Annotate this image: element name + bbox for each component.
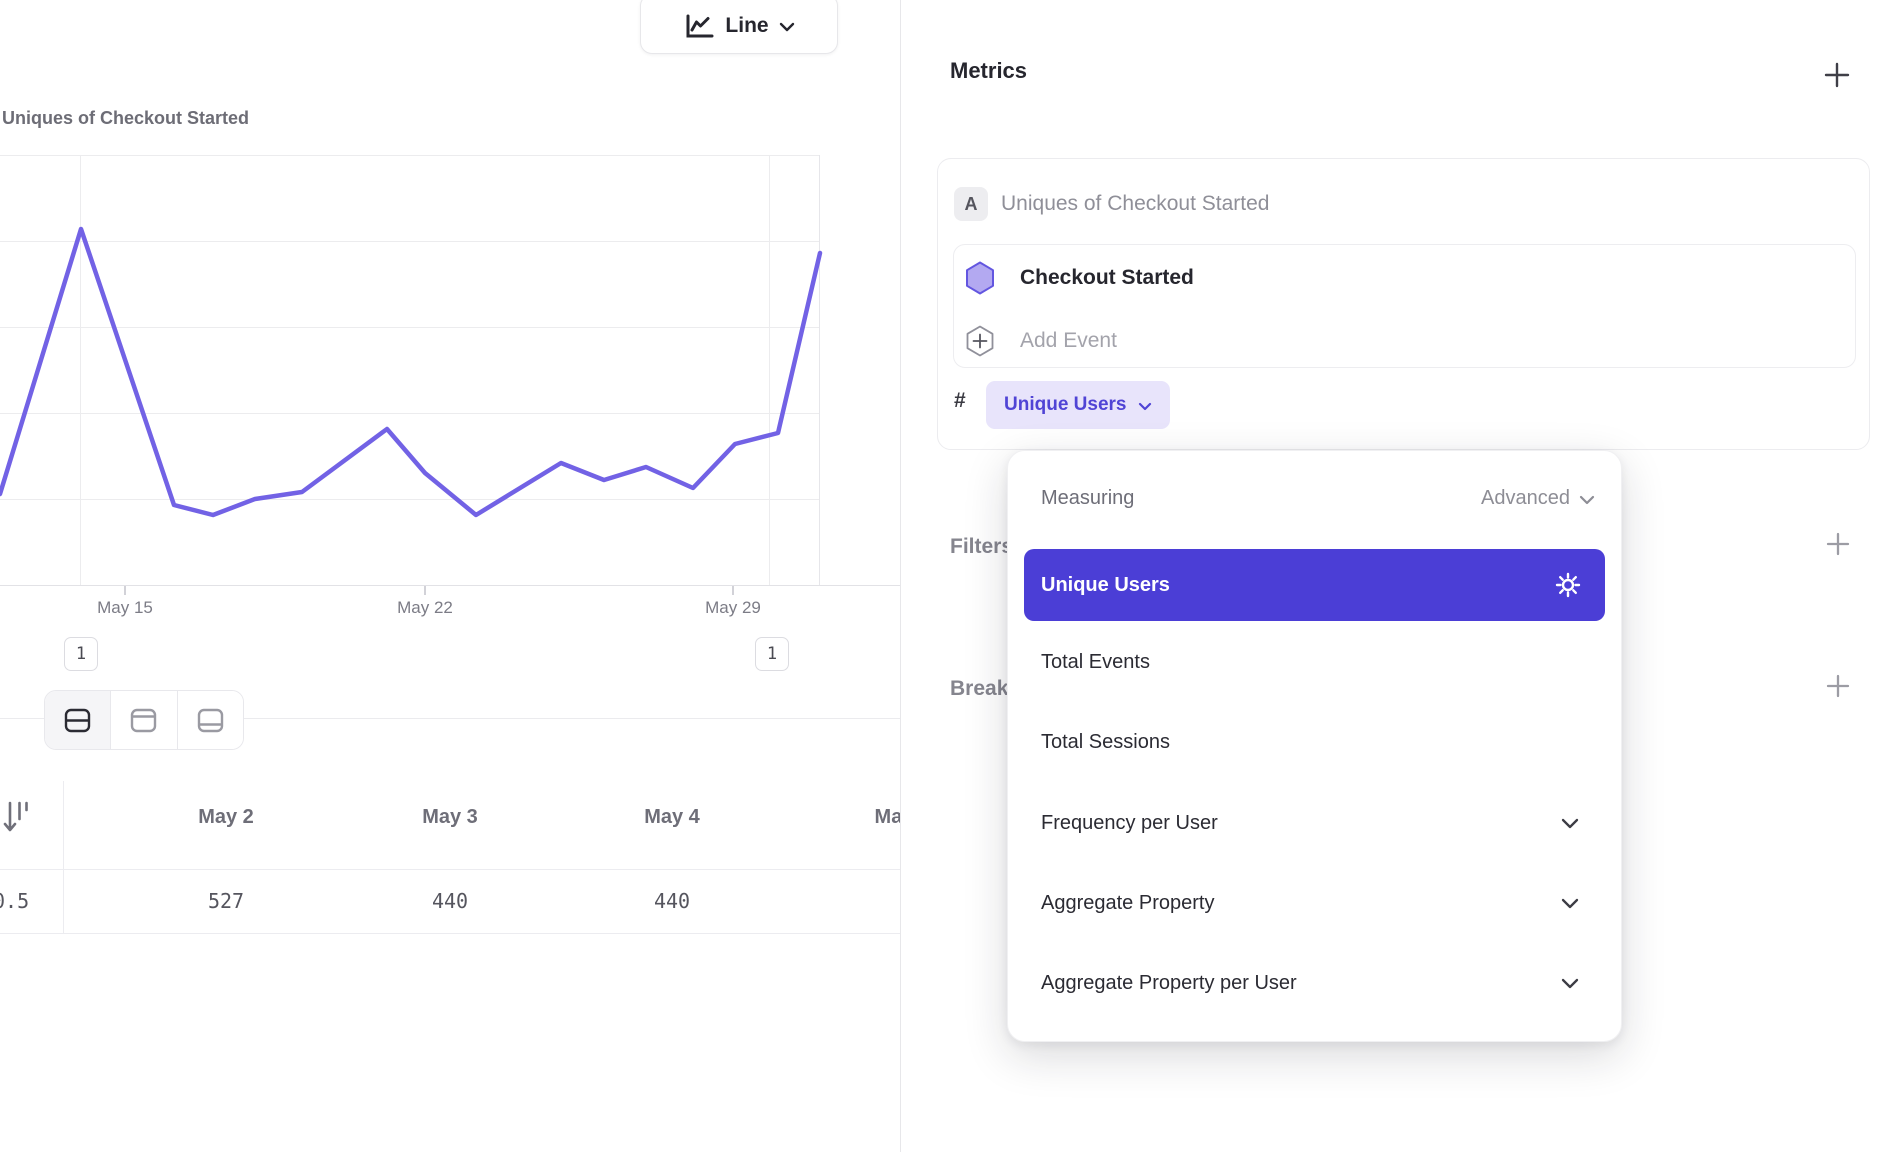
- menu-item-total-events[interactable]: Total Events: [1024, 626, 1605, 698]
- menu-item-label: Total Sessions: [1041, 730, 1170, 753]
- advanced-mode-toggle[interactable]: Advanced: [1481, 487, 1595, 510]
- line-chart-plot[interactable]: [0, 155, 823, 585]
- plus-icon: [1826, 532, 1850, 556]
- add-event-hexagon-icon: [966, 325, 994, 357]
- table-row-border: [0, 933, 900, 934]
- table-cell: 527: [207, 889, 245, 913]
- layout-toggle-group: [44, 690, 244, 750]
- menu-item-frequency-per-user[interactable]: Frequency per User: [1024, 787, 1605, 859]
- layout-split-view-button[interactable]: [45, 691, 111, 749]
- event-card: Checkout Started Add Event: [953, 244, 1856, 368]
- add-event-button[interactable]: Add Event: [965, 321, 1117, 361]
- table-row-label: 0.5: [0, 889, 30, 913]
- chart-line-path: [0, 226, 823, 518]
- page-indicator-left[interactable]: 1: [64, 637, 98, 671]
- measuring-label: Measuring: [1041, 486, 1135, 509]
- measurement-hash-symbol: #: [954, 389, 966, 412]
- gear-icon[interactable]: [1553, 570, 1583, 600]
- bottom-bar-view-icon: [197, 708, 224, 732]
- table-header-may4[interactable]: May 4: [644, 806, 700, 828]
- x-tick-label: May 22: [397, 598, 453, 617]
- menu-item-label: Total Events: [1041, 650, 1150, 673]
- chart-panel: Line Uniques of Checkout Started May: [0, 0, 900, 1152]
- table-cell: 440: [653, 889, 691, 913]
- chart-type-dropdown[interactable]: Line: [640, 0, 838, 54]
- menu-item-label: Aggregate Property: [1041, 891, 1215, 914]
- x-tick: [424, 586, 426, 595]
- gridline: [769, 155, 770, 585]
- chevron-down-icon: [1561, 818, 1579, 828]
- add-event-label: Add Event: [1020, 329, 1117, 352]
- split-view-icon: [64, 708, 91, 732]
- layout-table-view-button[interactable]: [176, 691, 243, 749]
- menu-item-label: Frequency per User: [1041, 811, 1218, 834]
- filters-section-title: Filters: [950, 535, 1014, 558]
- plus-icon: [1826, 674, 1850, 698]
- menu-item-label: Aggregate Property per User: [1041, 971, 1297, 994]
- x-tick: [124, 586, 126, 595]
- gridline: [0, 327, 820, 328]
- measurement-dropdown-trigger[interactable]: Unique Users: [986, 381, 1171, 429]
- metric-name[interactable]: Uniques of Checkout Started: [1001, 192, 1270, 215]
- page-indicator-right[interactable]: 1: [755, 637, 789, 671]
- chart-line-svg: [0, 226, 823, 518]
- x-tick-label: May 15: [97, 598, 153, 617]
- gridline: [80, 155, 81, 585]
- layout-chart-view-button[interactable]: [110, 691, 177, 749]
- chevron-down-icon: [1579, 495, 1595, 505]
- gridline: [0, 155, 820, 156]
- table-header-may2[interactable]: May 2: [198, 806, 254, 828]
- sort-button[interactable]: [2, 799, 30, 842]
- x-axis-line: [0, 585, 900, 586]
- add-metric-button[interactable]: [1822, 60, 1852, 95]
- x-tick: [732, 586, 734, 595]
- table-column-divider: [63, 781, 64, 933]
- plot-border: [819, 155, 820, 585]
- x-tick-label: May 29: [705, 598, 761, 617]
- top-bar-view-icon: [131, 708, 157, 732]
- table-header-border: [0, 869, 900, 870]
- section-divider: [0, 718, 900, 719]
- chevron-down-icon: [1139, 402, 1152, 411]
- sort-descending-icon: [3, 801, 28, 832]
- gridline: [0, 499, 820, 500]
- menu-item-unique-users-selected[interactable]: Unique Users: [1024, 549, 1605, 621]
- menu-item-total-sessions[interactable]: Total Sessions: [1024, 706, 1605, 778]
- chart-type-label: Line: [725, 14, 769, 37]
- plus-icon: [1824, 62, 1850, 88]
- metric-card: A Uniques of Checkout Started Checkout S…: [937, 158, 1870, 450]
- add-breakdown-button[interactable]: [1824, 672, 1852, 705]
- chart-title: Uniques of Checkout Started: [2, 108, 250, 128]
- advanced-label: Advanced: [1481, 486, 1570, 509]
- measurement-label: Unique Users: [1004, 394, 1127, 415]
- popup-header: Measuring Advanced: [1041, 483, 1595, 513]
- selected-item-label: Unique Users: [1041, 573, 1170, 596]
- table-header-may3[interactable]: May 3: [422, 806, 478, 828]
- metrics-section-title: Metrics: [950, 58, 1028, 83]
- menu-item-aggregate-property[interactable]: Aggregate Property: [1024, 867, 1605, 939]
- line-chart-icon: [686, 14, 714, 38]
- menu-item-aggregate-property-per-user[interactable]: Aggregate Property per User: [1024, 947, 1605, 1019]
- table-cell: 440: [431, 889, 469, 913]
- table-cell: 51: [838, 889, 900, 913]
- event-name: Checkout Started: [1020, 266, 1194, 289]
- add-filter-button[interactable]: [1824, 530, 1852, 563]
- table-header-may5[interactable]: May: [874, 806, 900, 828]
- event-row-checkout-started[interactable]: Checkout Started: [965, 258, 1194, 298]
- chevron-down-icon: [779, 22, 794, 32]
- event-hexagon-icon: [966, 261, 994, 295]
- metric-letter-badge: A: [954, 187, 988, 221]
- gridline: [0, 241, 820, 242]
- chevron-down-icon: [1561, 898, 1579, 908]
- gridline: [0, 413, 820, 414]
- panel-divider: [900, 0, 901, 1152]
- chevron-down-icon: [1561, 978, 1579, 988]
- measuring-dropdown-popup: Measuring Advanced Unique Users Total Ev…: [1007, 450, 1622, 1042]
